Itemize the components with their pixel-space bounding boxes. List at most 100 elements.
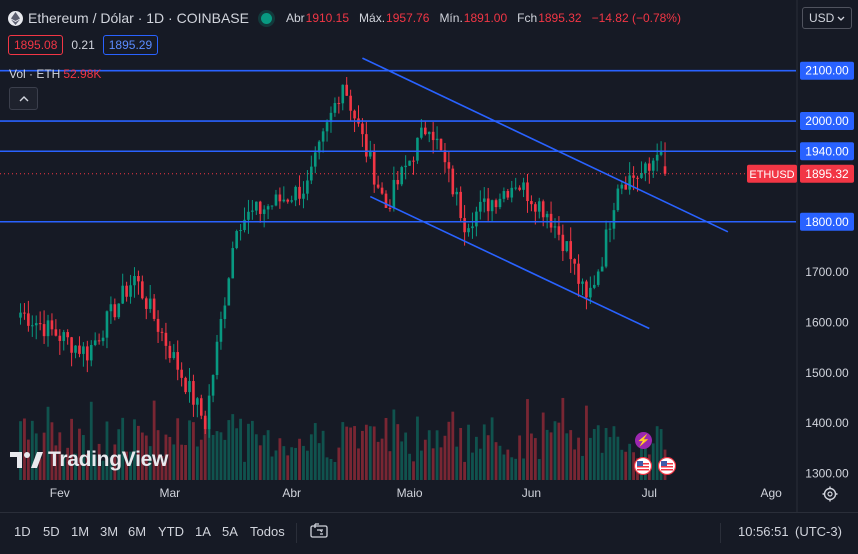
price-axis-tick: 1700.00 [805, 265, 849, 279]
candle [459, 186, 462, 222]
volume-value: 52.98K [63, 67, 102, 81]
volume-bar [38, 458, 42, 480]
candle [31, 315, 34, 337]
candle [82, 342, 85, 367]
volume-bar [306, 450, 309, 480]
volume-bar [655, 426, 659, 480]
volume-bar [101, 460, 105, 480]
chevron-down-icon [837, 16, 845, 21]
volume-bar [392, 409, 396, 480]
volume-bar [274, 450, 278, 480]
timeframe-1d[interactable]: 1D [14, 524, 31, 539]
candle [129, 274, 132, 304]
chevron-up-icon [19, 95, 28, 101]
us-flag-event-icon-2[interactable] [657, 456, 677, 476]
candle [125, 281, 128, 302]
candle [144, 296, 148, 320]
currency-button[interactable]: USD [802, 7, 852, 29]
volume-bar [70, 418, 73, 480]
candle [137, 270, 140, 295]
volume-bar [207, 417, 211, 480]
symbol-title[interactable]: Ethereum / Dólar · 1D · COINBASE [28, 10, 249, 26]
timeframe-5a[interactable]: 5A [222, 524, 238, 539]
level-price-label: 2000.00 [805, 114, 849, 128]
time-axis-tick: Fev [50, 486, 70, 500]
lightning-event-icon[interactable]: ⚡ [635, 432, 652, 449]
candle [604, 220, 608, 269]
candle [357, 105, 360, 127]
candle [317, 140, 321, 160]
candle [589, 276, 592, 305]
candle [86, 340, 89, 373]
buy-price-button[interactable]: 1895.29 [102, 35, 159, 55]
timeframe-1a[interactable]: 1A [195, 524, 211, 539]
high-value: 1957.76 [386, 11, 430, 25]
volume-bar [376, 441, 380, 480]
candle [557, 216, 561, 241]
timeframe-1m[interactable]: 1M [71, 524, 90, 539]
volume-bar [168, 436, 172, 480]
timeframe-5d[interactable]: 5D [43, 524, 60, 539]
volume-bar [223, 439, 227, 480]
candle [270, 205, 274, 210]
candle [152, 294, 156, 322]
volume-bar [215, 431, 219, 480]
volume-bar [325, 457, 329, 480]
timeframe-todos[interactable]: Todos [250, 524, 285, 539]
candle [290, 195, 293, 204]
volume-bar [144, 435, 148, 480]
volume-bar [384, 417, 388, 480]
candle [329, 106, 333, 133]
price-axis-tick: 1300.00 [805, 467, 849, 481]
price-axis-tick: 1500.00 [805, 366, 849, 380]
volume-bar [137, 425, 140, 480]
channel-trend-line[interactable] [369, 195, 650, 330]
volume-bar [195, 446, 199, 480]
price-axis-tick: 1600.00 [805, 315, 849, 329]
volume-bar [105, 421, 109, 480]
volume-bar [199, 439, 203, 480]
timeframe-ytd[interactable]: YTD [158, 524, 184, 539]
volume-bar [262, 435, 266, 480]
market-open-indicator [260, 12, 272, 24]
volume-bar [357, 448, 360, 480]
candle [133, 267, 136, 298]
candle [608, 222, 612, 243]
timezone[interactable]: (UTC-3) [795, 524, 842, 539]
volume-bar [604, 428, 608, 480]
volume-bar [541, 412, 545, 480]
sell-price-button[interactable]: 1895.08 [8, 35, 64, 55]
clock[interactable]: 10:56:51 [738, 524, 789, 539]
candle [502, 187, 506, 203]
candle [196, 397, 199, 418]
candle [199, 394, 203, 420]
volume-bar [624, 451, 628, 480]
volume-bar [219, 432, 223, 480]
candle [372, 143, 376, 193]
volume-bar [482, 424, 486, 480]
volume-bar [632, 452, 635, 480]
candle [522, 177, 525, 198]
candle [482, 187, 486, 213]
replay-icon[interactable] [309, 521, 329, 546]
candle [89, 340, 93, 367]
candle [54, 319, 58, 337]
settings-gear-icon[interactable] [822, 486, 838, 507]
volume-bar [125, 451, 129, 480]
tradingview-logo[interactable]: TradingView [10, 448, 168, 472]
candle [337, 96, 341, 114]
candle [534, 202, 537, 225]
channel-trend-line[interactable] [362, 57, 729, 233]
candle [600, 257, 604, 272]
volume-bar [419, 450, 423, 480]
timeframe-3m[interactable]: 3M [100, 524, 119, 539]
volume-bar [588, 437, 592, 480]
volume-bar [427, 430, 431, 480]
collapse-legend-button[interactable] [9, 87, 38, 110]
volume-bar [545, 429, 549, 480]
candle [113, 298, 117, 321]
chart-header: Ethereum / Dólar · 1D · COINBASE Abr 191… [8, 8, 691, 28]
us-flag-event-icon[interactable] [633, 456, 653, 476]
timeframe-6m[interactable]: 6M [128, 524, 147, 539]
